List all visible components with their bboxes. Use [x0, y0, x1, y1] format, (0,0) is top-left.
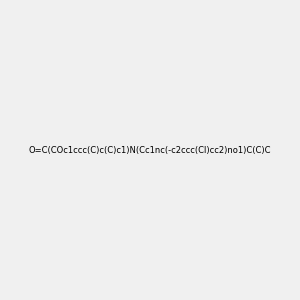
- Text: O=C(COc1ccc(C)c(C)c1)N(Cc1nc(-c2ccc(Cl)cc2)no1)C(C)C: O=C(COc1ccc(C)c(C)c1)N(Cc1nc(-c2ccc(Cl)c…: [29, 146, 271, 154]
